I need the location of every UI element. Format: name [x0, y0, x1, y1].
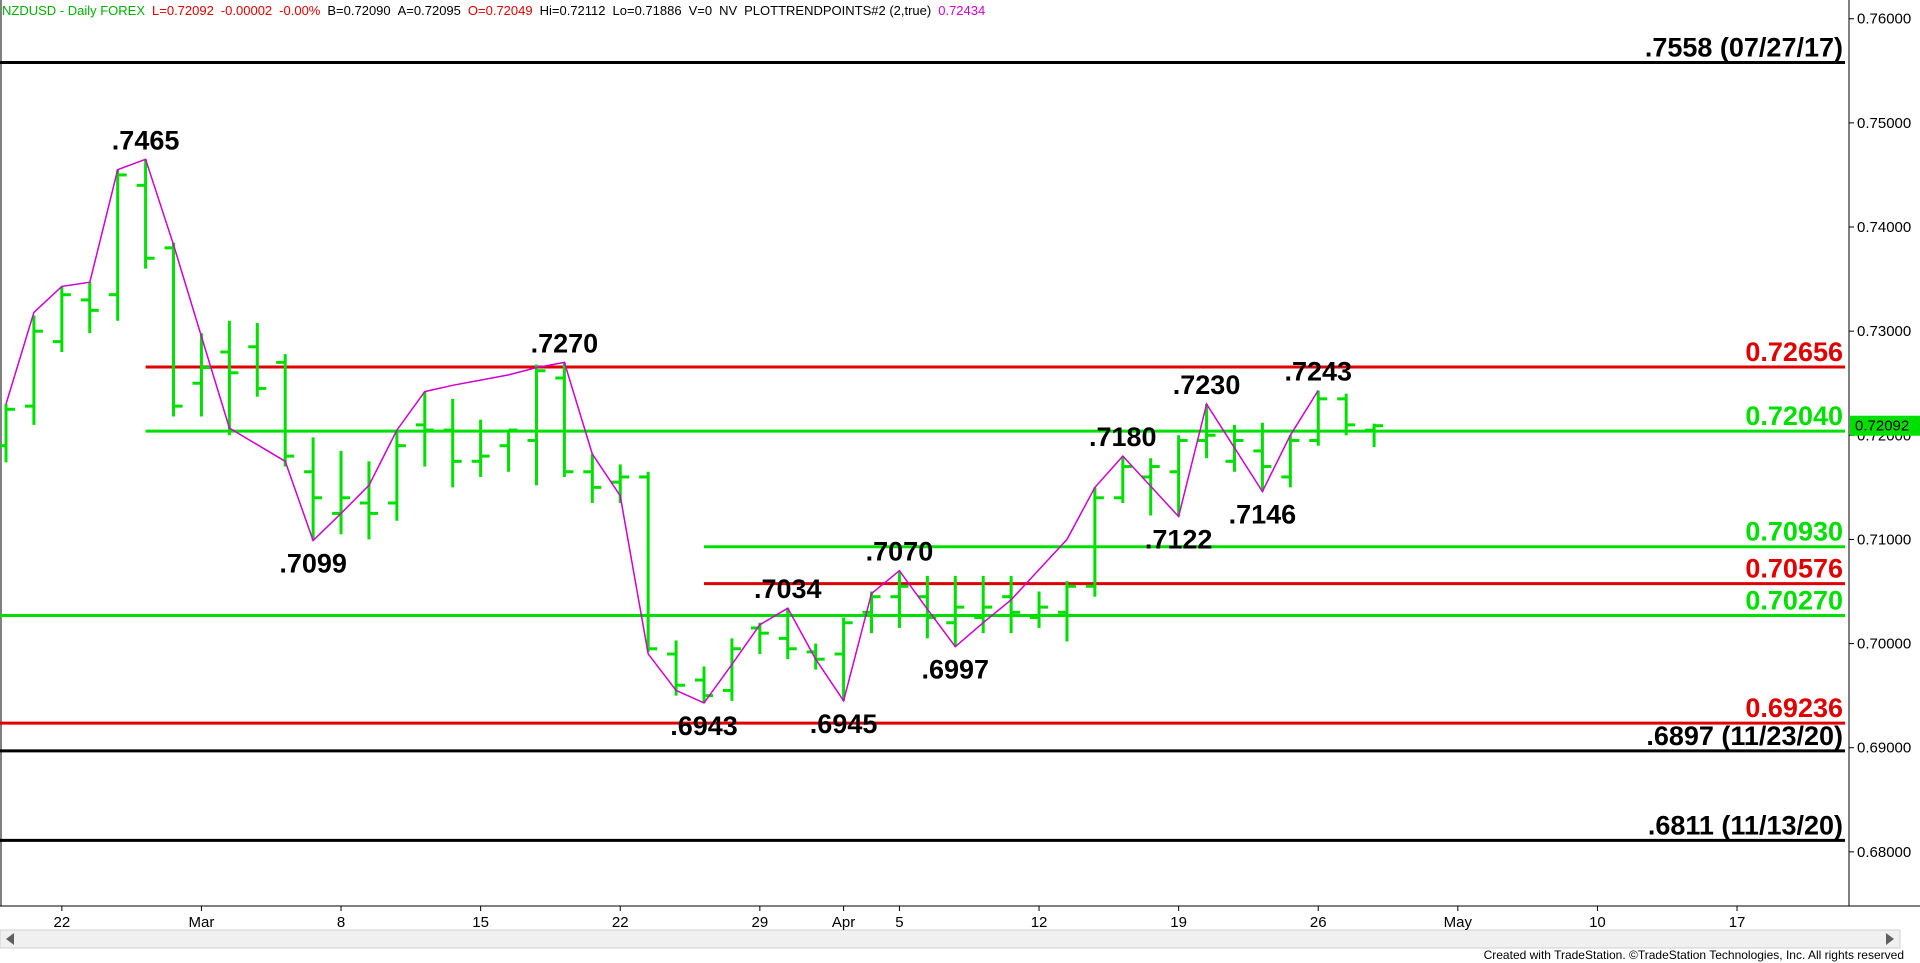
header-item: NZDUSD - Daily FOREX [2, 3, 145, 18]
scrollbar-track[interactable] [0, 929, 1901, 949]
y-tick-label: 0.73000 [1857, 323, 1911, 340]
level-label: 0.72656 [1745, 337, 1843, 367]
x-tick-label: 12 [1031, 914, 1048, 931]
header-item: -0.00% [279, 3, 321, 18]
x-tick-label: 29 [751, 914, 768, 931]
x-tick-label: 10 [1589, 914, 1606, 931]
y-tick-label: 0.76000 [1857, 11, 1911, 28]
x-tick-label: 22 [53, 914, 70, 931]
x-tick-label: May [1444, 914, 1473, 931]
header-item: NV [719, 3, 737, 18]
y-tick-label: 0.74000 [1857, 219, 1911, 236]
header: NZDUSD - Daily FOREX L=0.72092 -0.00002 -0.… [2, 3, 985, 18]
scrollbar[interactable] [0, 929, 1901, 949]
header-item: Lo=0.71886 [613, 3, 682, 18]
header-item: -0.00002 [221, 3, 272, 18]
x-tick-label: 15 [472, 914, 489, 931]
x-tick-label: 17 [1729, 914, 1746, 931]
swing-label: .7230 [1173, 370, 1241, 400]
swing-label: .7180 [1089, 422, 1157, 452]
footer: Created with TradeStation. ©TradeStation… [1484, 948, 1904, 962]
swing-label: .7099 [279, 548, 347, 578]
level-label: .6897 (11/23/20) [1646, 721, 1843, 751]
x-tick-label: 26 [1310, 914, 1327, 931]
x-tick-label: Mar [189, 914, 215, 931]
y-tick-label: 0.70000 [1857, 636, 1911, 653]
swing-label: .7034 [754, 574, 822, 604]
level-label: 0.70576 [1745, 554, 1843, 584]
swing-label: .7465 [112, 125, 180, 155]
swing-label: .6943 [670, 711, 738, 741]
swing-label: .6945 [810, 709, 878, 739]
swing-label: .6997 [921, 655, 989, 685]
swing-label: .7122 [1145, 525, 1213, 555]
swing-label: .7243 [1284, 357, 1352, 387]
x-tick-label: 8 [337, 914, 345, 931]
last-price-label: 0.72092 [1855, 418, 1909, 435]
level-label: 0.69236 [1745, 693, 1843, 723]
level-label: 0.72040 [1745, 401, 1843, 431]
header-item: Hi=0.72112 [540, 3, 606, 18]
header-item: A=0.72095 [398, 3, 461, 18]
level-label: 0.70930 [1745, 517, 1843, 547]
trend-line [5, 158, 1319, 704]
y-tick-label: 0.75000 [1857, 115, 1911, 132]
level-label: .7558 (07/27/17) [1645, 32, 1843, 62]
swing-label: .7146 [1229, 500, 1297, 530]
y-tick-label: 0.71000 [1857, 531, 1911, 548]
scroll-right-arrow[interactable] [1886, 933, 1894, 945]
swing-label: .7070 [866, 537, 934, 567]
last-price-tag [1850, 415, 1920, 436]
header-item: PLOTTRENDPOINTS#2 (2,true) [744, 3, 931, 18]
level-label: 0.70270 [1745, 585, 1843, 615]
x-tick-label: 22 [612, 914, 629, 931]
header-item: 0.72434 [938, 3, 985, 18]
header-item: L=0.72092 [152, 3, 214, 18]
header-item: V=0 [689, 3, 713, 18]
header-item: B=0.72090 [327, 3, 390, 18]
x-tick-label: Apr [832, 914, 855, 931]
level-label: .6811 (11/13/20) [1648, 810, 1843, 840]
scroll-left-arrow[interactable] [6, 933, 14, 945]
x-tick-label: 19 [1170, 914, 1187, 931]
x-tick-label: 5 [895, 914, 903, 931]
y-tick-label: 0.68000 [1857, 844, 1911, 861]
header-item: O=0.72049 [468, 3, 533, 18]
y-tick-label: 0.69000 [1857, 740, 1911, 757]
swing-label: .7270 [531, 328, 599, 358]
